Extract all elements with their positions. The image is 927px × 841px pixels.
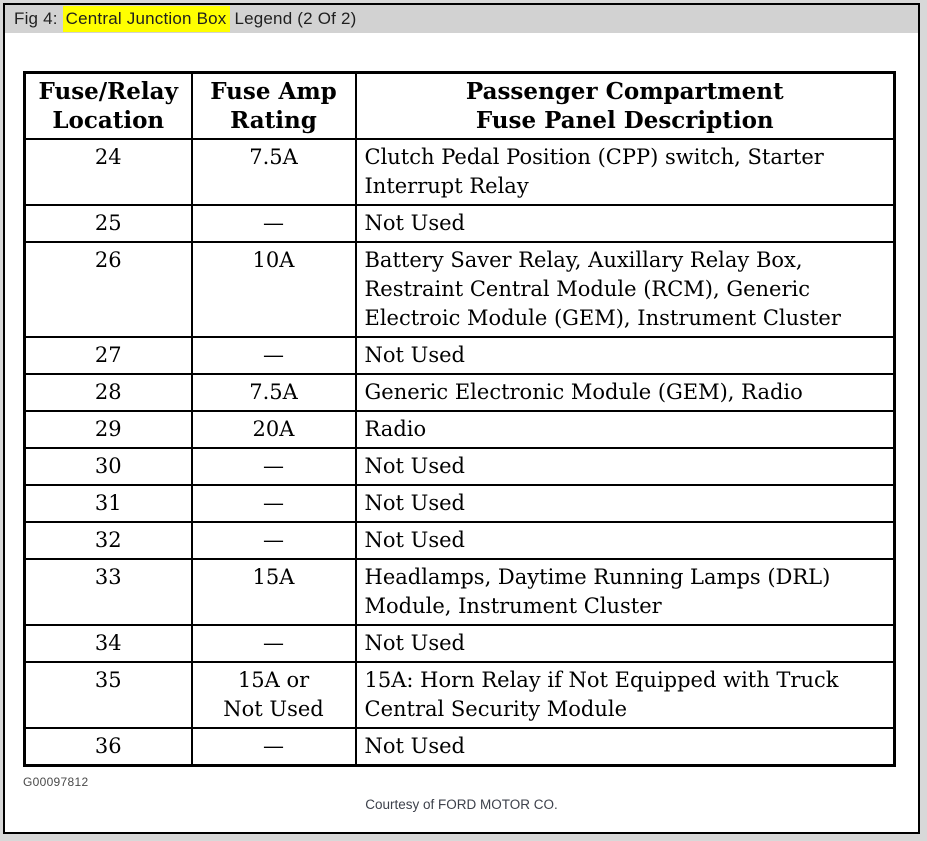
fuse-rating-cell: 15A bbox=[190, 558, 357, 626]
fuse-rating-cell: 15A or Not Used bbox=[190, 661, 357, 729]
courtesy-text: Courtesy of FORD MOTOR CO. bbox=[365, 797, 558, 812]
fuse-rating-cell: — bbox=[190, 521, 357, 560]
fuse-rating-cell: 20A bbox=[190, 410, 357, 449]
fuse-location-cell: 33 bbox=[23, 558, 193, 626]
fuse-description-cell: Not Used bbox=[354, 204, 896, 243]
fuse-location-cell: 35 bbox=[23, 661, 193, 729]
fuse-description-cell: Radio bbox=[354, 410, 896, 449]
document-page: Fig 4: Central Junction Box Legend (2 Of… bbox=[3, 3, 920, 834]
fuse-table-body: 24 7.5A Clutch Pedal Position (CPP) switch… bbox=[23, 138, 896, 767]
fuse-description-cell: 15A: Horn Relay if Not Equipped with Tru… bbox=[354, 661, 896, 729]
fuse-legend-table-container: Fuse/Relay Location Fuse Amp Rating Pass… bbox=[23, 71, 918, 767]
caption-highlighted-text: Central Junction Box bbox=[62, 6, 230, 32]
table-row: 31— Not Used bbox=[23, 484, 896, 523]
table-row: 33 15A Headlamps, Daytime Running Lamps (D… bbox=[23, 558, 896, 626]
fuse-rating-cell: 10A bbox=[190, 241, 357, 338]
fuse-description-cell: Not Used bbox=[354, 727, 896, 767]
table-header-row: Fuse/Relay Location Fuse Amp Rating Pass… bbox=[23, 71, 896, 140]
fuse-rating-cell: — bbox=[190, 624, 357, 663]
fuse-location-cell: 29 bbox=[23, 410, 193, 449]
fuse-rating-cell: 7.5A bbox=[190, 373, 357, 412]
fuse-rating-cell: — bbox=[190, 336, 357, 375]
fuse-rating-cell: 7.5A bbox=[190, 138, 357, 206]
fuse-description-cell: Headlamps, Daytime Running Lamps (DRL) M… bbox=[354, 558, 896, 626]
fuse-rating-cell: — bbox=[190, 727, 357, 767]
table-row: 32— Not Used bbox=[23, 521, 896, 560]
table-row: 27— Not Used bbox=[23, 336, 896, 375]
fuse-legend-table: Fuse/Relay Location Fuse Amp Rating Pass… bbox=[23, 71, 896, 767]
fuse-description-cell: Not Used bbox=[354, 336, 896, 375]
table-row: 30— Not Used bbox=[23, 447, 896, 486]
fuse-description-cell: Clutch Pedal Position (CPP) switch, Star… bbox=[354, 138, 896, 206]
figure-code: G00097812 bbox=[23, 775, 89, 789]
caption-prefix: Fig 4: bbox=[14, 9, 63, 28]
table-row: 36— Not Used bbox=[23, 727, 896, 767]
fuse-location-cell: 30 bbox=[23, 447, 193, 486]
table-row: 29 20A Radio bbox=[23, 410, 896, 449]
table-row: 26 10A Battery Saver Relay, Auxillary Rela… bbox=[23, 241, 896, 338]
fuse-description-cell: Not Used bbox=[354, 447, 896, 486]
fuse-location-cell: 26 bbox=[23, 241, 193, 338]
table-row: 28 7.5A Generic Electronic Module (GEM), R… bbox=[23, 373, 896, 412]
fuse-description-cell: Not Used bbox=[354, 484, 896, 523]
fuse-description-cell: Battery Saver Relay, Auxillary Relay Box… bbox=[354, 241, 896, 338]
table-row: 25— Not Used bbox=[23, 204, 896, 243]
fuse-location-cell: 34 bbox=[23, 624, 193, 663]
fuse-rating-cell: — bbox=[190, 447, 357, 486]
caption-suffix: Legend (2 Of 2) bbox=[229, 9, 357, 28]
header-fuse-relay-location: Fuse/Relay Location bbox=[23, 71, 193, 140]
fuse-rating-cell: — bbox=[190, 204, 357, 243]
fuse-location-cell: 25 bbox=[23, 204, 193, 243]
table-row: 24 7.5A Clutch Pedal Position (CPP) switch… bbox=[23, 138, 896, 206]
fuse-rating-cell: — bbox=[190, 484, 357, 523]
header-fuse-panel-description: Passenger Compartment Fuse Panel Descrip… bbox=[354, 71, 896, 140]
fuse-location-cell: 28 bbox=[23, 373, 193, 412]
fuse-description-cell: Not Used bbox=[354, 521, 896, 560]
fuse-location-cell: 36 bbox=[23, 727, 193, 767]
fuse-location-cell: 31 bbox=[23, 484, 193, 523]
fuse-location-cell: 32 bbox=[23, 521, 193, 560]
fuse-description-cell: Generic Electronic Module (GEM), Radio bbox=[354, 373, 896, 412]
fuse-location-cell: 27 bbox=[23, 336, 193, 375]
fuse-description-cell: Not Used bbox=[354, 624, 896, 663]
table-row: 34— Not Used bbox=[23, 624, 896, 663]
figure-caption-bar: Fig 4: Central Junction Box Legend (2 Of… bbox=[5, 5, 918, 33]
fuse-location-cell: 24 bbox=[23, 138, 193, 206]
header-fuse-amp-rating: Fuse Amp Rating bbox=[190, 71, 357, 140]
table-row: 35 15A or Not Used 15A: Horn Relay if Not … bbox=[23, 661, 896, 729]
